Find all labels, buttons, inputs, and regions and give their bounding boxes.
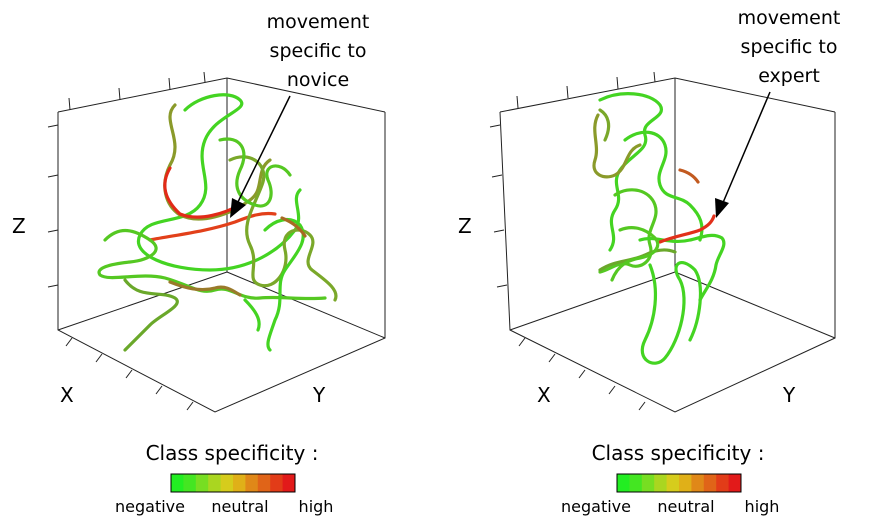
novice-colorbar-legend: Class specificity : negative neutral hig… — [115, 441, 333, 516]
expert-trajectory-5 — [638, 233, 726, 302]
novice-colorbar-swatch-3 — [208, 474, 222, 492]
expert-annotation-line-3: expert — [758, 65, 820, 87]
expert-trajectory-6 — [640, 261, 702, 365]
novice-arrowhead — [230, 198, 246, 218]
expert-legend-label-high: high — [745, 497, 780, 516]
novice-axis-label-y: Y — [312, 383, 326, 407]
expert-trajectories — [592, 92, 726, 365]
novice-trajectory-8 — [218, 137, 292, 208]
novice-colorbar-swatch-2 — [195, 474, 209, 492]
novice-trajectory-1 — [136, 93, 302, 272]
expert-colorbar-swatch-5 — [679, 474, 692, 492]
expert-axis-label-z: Z — [458, 214, 472, 238]
novice-trajectory-10 — [243, 298, 261, 332]
novice-annotation-line-3: novice — [287, 69, 349, 91]
novice-trajectory-3 — [97, 229, 327, 301]
novice-colorbar-swatch-5 — [233, 474, 246, 492]
novice-colorbar-swatch-4 — [220, 474, 234, 492]
expert-colorbar-swatch-8 — [716, 474, 730, 492]
novice-legend-title: Class specificity : — [146, 441, 319, 465]
novice-colorbar-swatch-9 — [282, 474, 296, 492]
novice-trajectory-6 — [123, 278, 179, 352]
panel-novice: movement specific to novice Z X Y Class … — [12, 11, 386, 516]
expert-trajectory-2 — [592, 113, 642, 179]
expert-colorbar-swatch-2 — [641, 474, 655, 492]
novice-colorbar-swatch-0 — [171, 474, 184, 492]
novice-colorbar-border — [170, 473, 296, 493]
expert-colorbar-swatch-3 — [654, 474, 668, 492]
expert-colorbar-swatch-9 — [728, 474, 742, 492]
novice-legend-label-negative: negative — [115, 497, 185, 516]
novice-colorbar-swatch-7 — [257, 474, 271, 492]
expert-trajectory-7 — [598, 248, 677, 272]
expert-trajectory-9 — [610, 226, 660, 282]
expert-trajectory-red — [658, 214, 716, 244]
novice-colorbar-swatch-1 — [183, 474, 197, 492]
expert-trajectory-10 — [598, 108, 611, 142]
novice-trajectory-7 — [168, 280, 242, 297]
novice-3d-axis-box — [47, 71, 386, 413]
expert-annotation-line-1: movement — [738, 7, 841, 29]
novice-trajectory-4 — [228, 155, 338, 302]
novice-legend-label-neutral: neutral — [211, 497, 268, 516]
expert-legend-label-neutral: neutral — [657, 497, 714, 516]
expert-colorbar-swatch-7 — [703, 474, 717, 492]
novice-axis-label-z: Z — [12, 214, 26, 238]
expert-colorbar-swatch-1 — [629, 474, 643, 492]
expert-annotation: movement specific to expert — [715, 7, 840, 218]
novice-annotation-line-2: specific to — [270, 40, 367, 62]
novice-trajectory-9 — [280, 216, 307, 238]
expert-colorbar-swatch-4 — [666, 474, 680, 492]
expert-trajectory-4 — [598, 188, 658, 274]
expert-colorbar-swatch-0 — [617, 474, 630, 492]
expert-legend-label-negative: negative — [561, 497, 631, 516]
novice-axis-label-x: X — [60, 383, 74, 407]
novice-trajectory-red-2 — [148, 211, 277, 242]
novice-annotation-arrow — [235, 95, 291, 207]
novice-colorbar — [170, 473, 296, 493]
novice-colorbar-swatch-6 — [245, 474, 259, 492]
expert-trajectory-3 — [623, 130, 704, 242]
novice-annotation: movement specific to novice — [230, 11, 369, 218]
novice-trajectory-5 — [263, 217, 305, 352]
expert-colorbar-legend: Class specificity : negative neutral hig… — [561, 441, 779, 516]
expert-colorbar — [616, 473, 742, 493]
expert-trajectory-1 — [598, 92, 663, 252]
expert-annotation-arrow — [721, 91, 771, 206]
expert-colorbar-swatch-6 — [691, 474, 705, 492]
novice-annotation-line-1: movement — [267, 11, 370, 33]
expert-axis-label-y: Y — [782, 383, 796, 407]
expert-legend-title: Class specificity : — [592, 441, 765, 465]
expert-axis-label-x: X — [537, 383, 551, 407]
novice-trajectory-red-1 — [163, 166, 242, 219]
panel-expert: movement specific to expert Z X Y Class … — [458, 7, 840, 516]
novice-legend-label-high: high — [299, 497, 334, 516]
novice-colorbar-swatch-8 — [270, 474, 284, 492]
expert-trajectory-8 — [678, 168, 700, 184]
expert-arrowhead — [715, 198, 729, 218]
novice-trajectories — [97, 93, 338, 352]
expert-annotation-line-2: specific to — [741, 36, 838, 58]
expert-colorbar-border — [616, 473, 742, 493]
